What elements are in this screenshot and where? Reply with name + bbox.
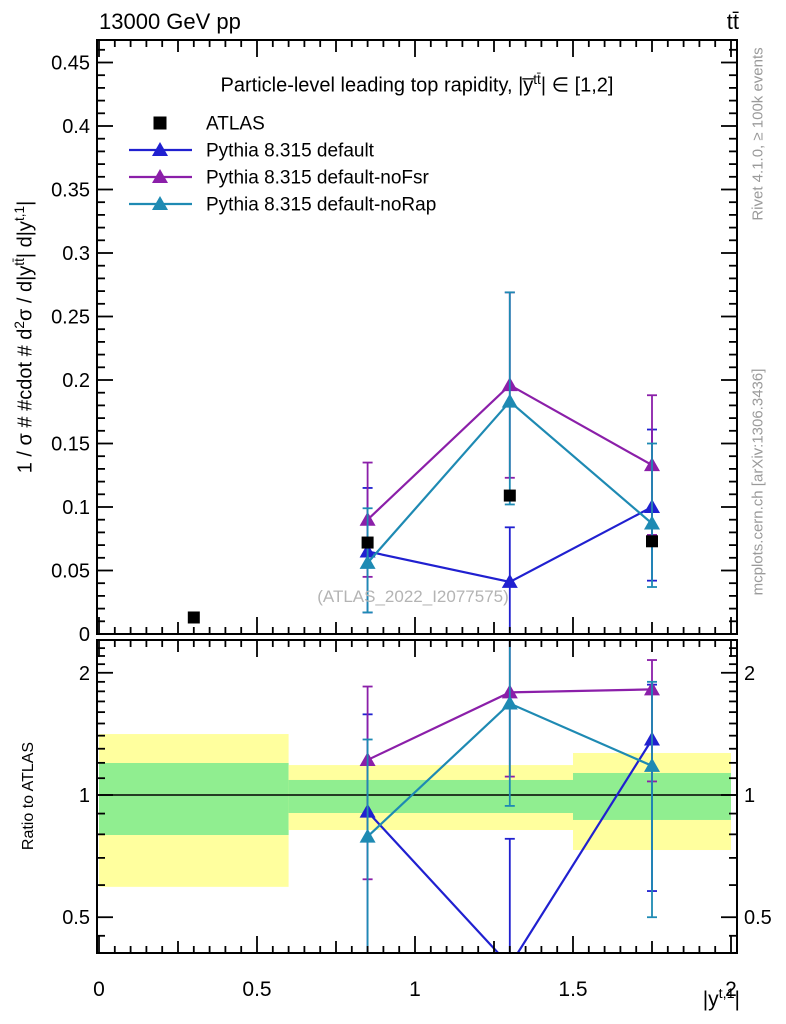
legend-label-1: Pythia 8.315 default bbox=[206, 141, 375, 162]
atlas-point-3 bbox=[646, 535, 658, 548]
ratio-y-axis-label: Ratio to ATLAS bbox=[20, 741, 37, 851]
ratio-marker-2-0 bbox=[359, 828, 376, 843]
ratio-y-tick-label-right: 1 bbox=[744, 785, 755, 807]
ratio-marker-2-2 bbox=[644, 757, 660, 772]
main-y-tick-label: 0.35 bbox=[51, 180, 90, 202]
ratio-frame bbox=[96, 639, 738, 954]
x-axis-label: |yt,1| bbox=[702, 986, 740, 1011]
ratio-y-tick-label-left: 0.5 bbox=[62, 907, 90, 929]
main-marker-2-2 bbox=[644, 515, 660, 530]
legend-item-1 bbox=[129, 142, 192, 156]
ratio-line-0 bbox=[366, 738, 653, 952]
main-y-axis-label: 1 / σ # #cdot # d2σ / d|ytt̄| d|yt,1| bbox=[11, 200, 37, 474]
main-frame bbox=[96, 39, 738, 635]
main-y-tick-label: 0.2 bbox=[62, 370, 90, 392]
ratio-green-band-1 bbox=[288, 779, 573, 813]
ratio-y-tick-label-right: 2 bbox=[744, 663, 755, 685]
main-y-tick-label: 0.45 bbox=[51, 53, 90, 75]
ratio-panel bbox=[98, 641, 736, 952]
main-marker-0-1 bbox=[501, 573, 518, 588]
series-ratio-2 bbox=[359, 641, 660, 952]
ratio-y-tick-label-left: 2 bbox=[79, 663, 90, 685]
ratio-marker-2-1 bbox=[501, 695, 518, 710]
mcplots-arxiv-caption: mcplots.cern.ch [arXiv:1306.3436] bbox=[749, 368, 767, 596]
process-label: tt̄ bbox=[726, 9, 739, 34]
legend-label-0: ATLAS bbox=[206, 114, 265, 135]
main-y-tick-label: 0 bbox=[79, 624, 90, 646]
main-y-tick-label: 0.1 bbox=[62, 497, 90, 519]
atlas-point-0 bbox=[187, 611, 200, 624]
legend bbox=[129, 116, 192, 210]
main-y-tick-label: 0.25 bbox=[51, 307, 90, 329]
main-y-tick-label: 0.3 bbox=[62, 243, 90, 265]
series-main-2 bbox=[359, 291, 660, 614]
x-tick-label: 1 bbox=[409, 978, 421, 1001]
legend-square-icon bbox=[153, 116, 167, 130]
legend-item-3 bbox=[129, 196, 192, 210]
main-marker-2-0 bbox=[359, 554, 376, 569]
x-tick-label: 1.5 bbox=[558, 978, 587, 1001]
ratio-y-tick-label-right: 0.5 bbox=[744, 907, 772, 929]
ticks bbox=[98, 41, 736, 952]
main-y-tick-label: 0.05 bbox=[51, 561, 90, 583]
atlas-point-1 bbox=[361, 536, 374, 549]
plot-title: Particle-level leading top rapidity, |y̅… bbox=[220, 71, 614, 97]
main-y-tick-label: 0.15 bbox=[51, 434, 90, 456]
legend-triangle-icon bbox=[152, 169, 168, 183]
main-marker-2-1 bbox=[501, 393, 518, 408]
legend-triangle-icon bbox=[152, 196, 168, 210]
legend-item-2 bbox=[129, 169, 192, 183]
analysis-id-watermark: (ATLAS_2022_I2077575) bbox=[317, 587, 509, 606]
atlas-point-2 bbox=[503, 489, 516, 502]
x-tick-label: 0 bbox=[93, 978, 105, 1001]
x-tick-label: 0.5 bbox=[242, 978, 271, 1001]
legend-triangle-icon bbox=[152, 142, 168, 156]
ratio-green-band-0 bbox=[99, 762, 289, 836]
beam-energy-label: 13000 GeV pp bbox=[99, 9, 241, 34]
main-y-tick-label: 0.4 bbox=[62, 116, 90, 138]
legend-item-0 bbox=[153, 116, 167, 130]
legend-label-3: Pythia 8.315 default-noRap bbox=[206, 195, 436, 216]
x-tick-label: 2 bbox=[725, 978, 737, 1001]
main-panel bbox=[187, 291, 660, 633]
ratio-y-tick-label-left: 1 bbox=[79, 785, 90, 807]
rivet-version-caption: Rivet 4.1.0, ≥ 100k events bbox=[749, 47, 767, 221]
legend-label-2: Pythia 8.315 default-noFsr bbox=[206, 168, 430, 189]
